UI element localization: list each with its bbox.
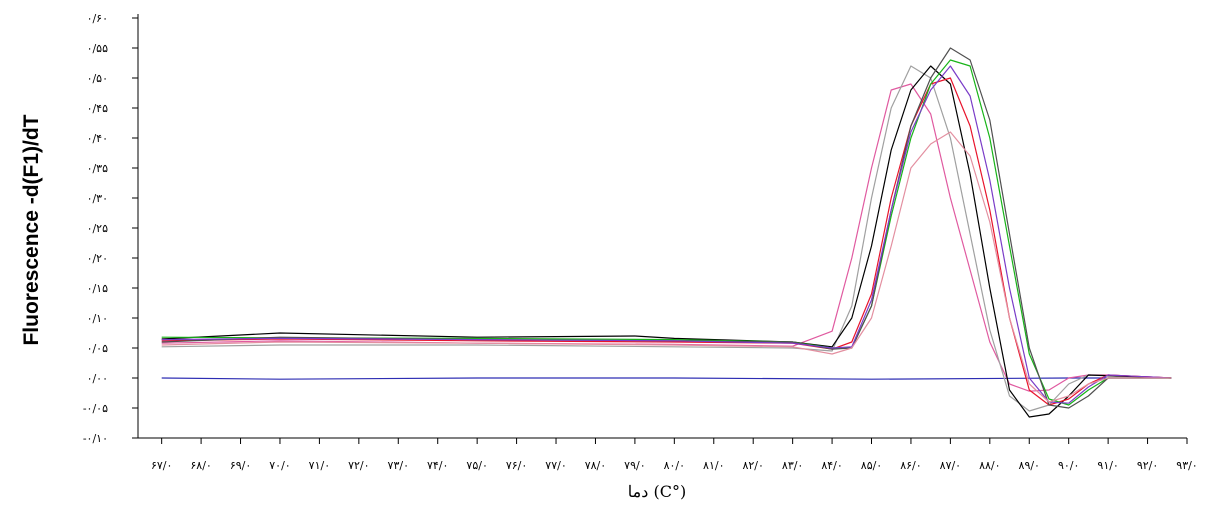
series-line-1 (161, 377, 1172, 380)
x-tick-label: ۷۱/۰ (309, 459, 330, 472)
x-tick-label: ۶۸/۰ (190, 459, 211, 472)
series-line-4 (161, 65, 1172, 418)
series-line-3 (161, 65, 1172, 412)
x-tick-label: ۷۸/۰ (585, 459, 606, 472)
x-tick-label: ۸۶/۰ (900, 459, 921, 472)
x-tick-label: ۷۳/۰ (388, 459, 409, 472)
y-axis-title: Fluorescence -d(F1)/dT (20, 114, 43, 345)
x-tick-label: ۷۷/۰ (545, 459, 566, 472)
y-tick-label: ۰/۳۰ (87, 192, 108, 205)
y-tick-label: ۰/۰۵ (87, 342, 109, 355)
x-tick-label: ۷۰/۰ (269, 459, 290, 472)
y-tick-label: ۰/۴۰ (87, 132, 108, 145)
y-tick-label: ۰/۶۰ (87, 12, 108, 25)
x-tick-label: ۶۷/۰ (151, 459, 172, 472)
x-tick-label: ۸۸/۰ (979, 459, 1000, 472)
series-line-8 (161, 65, 1172, 404)
y-tick-label: ۰/۴۵ (87, 102, 109, 115)
x-tick-label: ۹۱/۰ (1097, 459, 1118, 472)
x-tick-label: ۸۵/۰ (861, 459, 882, 472)
x-tick-label: ۸۴/۰ (821, 459, 842, 472)
y-tick-label: ۰/۵۵ (87, 42, 109, 55)
y-tick-label: ۰/۳۵ (87, 162, 109, 175)
y-tick-label: ۰/۱۰ (87, 312, 108, 325)
x-tick-label: ۹۰/۰ (1058, 459, 1079, 472)
y-tick-label: ۰/۲۵ (87, 222, 109, 235)
x-tick-label: ۹۲/۰ (1137, 459, 1158, 472)
x-tick-label: ۹۳/۰ (1176, 459, 1197, 472)
x-axis-title: (°C) دما (628, 482, 686, 501)
y-tick-label: -۰/۰۵ (83, 402, 108, 415)
y-tick-label: ۰/۵۰ (87, 72, 108, 85)
x-tick-label: ۸۷/۰ (940, 459, 961, 472)
series-line-9 (161, 131, 1172, 403)
x-tick-label: ۸۳/۰ (782, 459, 803, 472)
series-line-5 (161, 77, 1172, 406)
x-tick-label: ۷۲/۰ (348, 459, 369, 472)
x-tick-label: ۸۲/۰ (742, 459, 763, 472)
y-tick-label: -۰/۱۰ (83, 432, 108, 445)
x-tick-label: ۷۶/۰ (506, 459, 527, 472)
y-tick-label: ۰/۱۵ (87, 282, 109, 295)
x-tick-label: ۷۵/۰ (466, 459, 487, 472)
x-tick-label: ۸۰/۰ (664, 459, 685, 472)
x-tick-label: ۷۹/۰ (624, 459, 645, 472)
y-axis-ticks: ۰/۶۰ ۰/۵۵ ۰/۵۰ ۰/۴۵ ۰/۴۰ ۰/۳۵ ۰/۳۰ ۰/۲۵ ۰/۲۰ ۰/۱۵… (83, 12, 138, 445)
x-tick-label: ۷۴/۰ (427, 459, 448, 472)
x-tick-label: ۶۹/۰ (230, 459, 251, 472)
x-axis-ticks: ۶۷/۰ ۶۸/۰ ۶۹/۰ ۷۰/۰ ۷۱/۰ ۷۲/۰ ۷۳/۰ ۷۴/۰ ۷۵/۰ ۷۶/۰… (151, 438, 1198, 472)
y-tick-label: ۰/۰۰ (87, 372, 108, 385)
x-tick-label: ۸۱/۰ (703, 459, 724, 472)
x-tick-label: ۸۹/۰ (1019, 459, 1040, 472)
series-layer (161, 47, 1172, 418)
y-tick-label: ۰/۲۰ (87, 252, 108, 265)
